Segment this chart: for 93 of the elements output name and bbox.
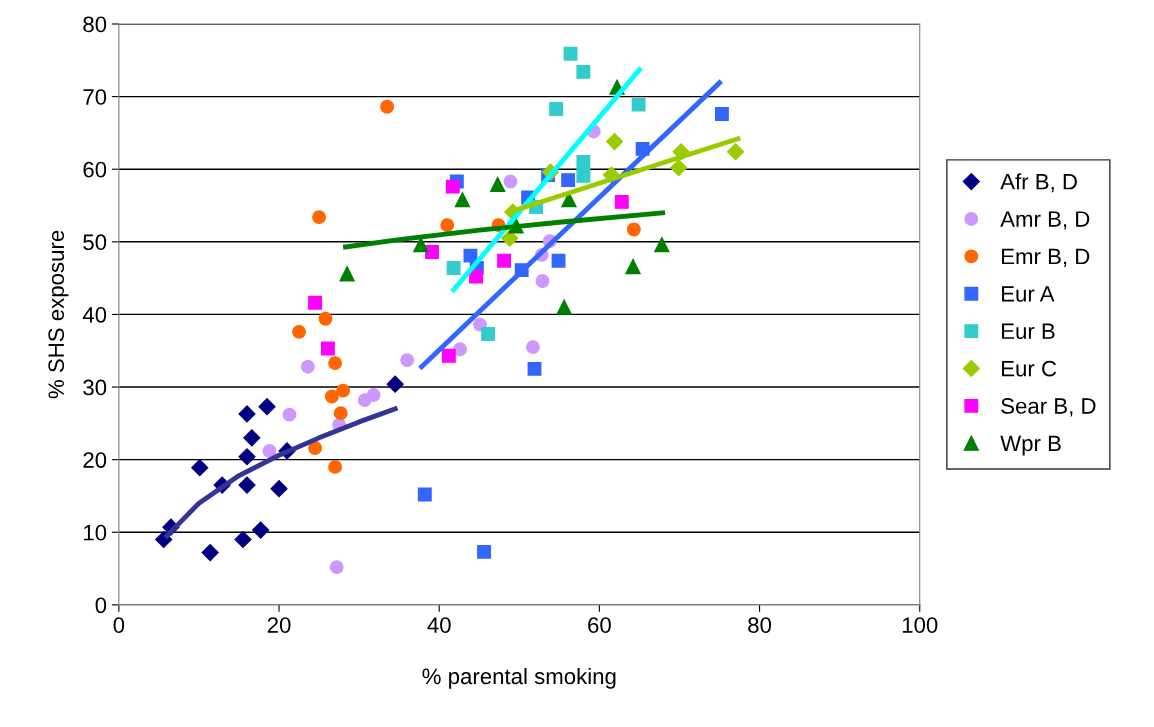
point: [336, 383, 351, 398]
y-tick-label: 10: [84, 524, 107, 541]
point: [238, 448, 256, 466]
point: [413, 237, 429, 253]
point: [312, 210, 327, 225]
legend-label: Afr B, D: [1000, 173, 1077, 193]
point: [556, 299, 572, 315]
x-tick-label: 20: [267, 617, 291, 633]
point: [425, 245, 439, 259]
legend-label: Eur A: [1002, 286, 1055, 302]
point: [614, 194, 629, 209]
point: [714, 107, 729, 121]
line-series: [343, 210, 666, 250]
point: [535, 274, 550, 288]
legend-label: Eur C: [1002, 360, 1057, 377]
point: [329, 560, 344, 575]
point: [262, 443, 277, 458]
point: [300, 359, 315, 374]
point: [243, 429, 261, 447]
y-tick-label: 30: [83, 379, 107, 396]
y-tick-label: 60: [83, 161, 107, 178]
point: [606, 133, 624, 151]
point: [308, 295, 323, 310]
y-tick-label: 40: [82, 306, 107, 323]
point: [238, 476, 256, 494]
y-tick-label: 0: [95, 597, 107, 614]
point: [292, 324, 307, 339]
legend-label: Eur B: [1002, 323, 1055, 340]
point: [282, 407, 297, 422]
point: [238, 405, 256, 423]
point: [477, 544, 492, 559]
point: [400, 353, 415, 368]
y-tick-label: 70: [83, 89, 107, 105]
point: [258, 398, 276, 416]
legend-label: Wpr B: [1000, 435, 1061, 456]
point: [576, 155, 591, 169]
point: [366, 388, 381, 402]
point: [490, 176, 506, 193]
point: [561, 192, 577, 208]
point: [527, 361, 542, 376]
x-axis-title: % parental smoking: [422, 667, 616, 689]
y-tick-label: 80: [83, 16, 107, 33]
point: [454, 192, 471, 208]
point: [525, 340, 540, 355]
y-tick-label: 50: [83, 234, 107, 251]
point: [654, 237, 670, 253]
point: [201, 544, 219, 562]
point: [308, 441, 323, 455]
point: [252, 521, 270, 539]
point: [626, 222, 641, 237]
point: [440, 218, 455, 233]
point: [576, 168, 591, 183]
point: [417, 487, 432, 502]
point: [625, 258, 641, 275]
point: [328, 459, 343, 474]
point: [234, 530, 252, 549]
point: [270, 480, 288, 498]
point: [501, 229, 519, 247]
point: [446, 261, 461, 275]
x-tick-label: 0: [113, 617, 125, 633]
point: [469, 269, 483, 284]
legend-label: Emr B, D: [1002, 248, 1090, 267]
point: [441, 348, 456, 363]
x-tick-label: 60: [588, 617, 611, 633]
point: [333, 406, 348, 421]
point: [320, 341, 335, 356]
point: [631, 97, 646, 112]
point: [191, 459, 209, 477]
point: [339, 266, 355, 282]
x-tick-label: 80: [748, 617, 772, 633]
point: [453, 342, 467, 357]
y-tick-label: 20: [83, 452, 107, 468]
point: [726, 143, 745, 161]
point: [328, 356, 343, 371]
point: [481, 327, 496, 341]
point: [670, 159, 688, 177]
point: [576, 64, 591, 79]
point: [503, 174, 518, 189]
point: [386, 375, 404, 393]
point: [551, 253, 566, 268]
x-tick-label: 40: [427, 617, 451, 633]
point: [445, 179, 460, 194]
point: [324, 389, 339, 404]
point: [549, 101, 564, 116]
point: [561, 173, 576, 188]
x-tick-label: 100: [902, 617, 938, 633]
legend-label: Sear B, D: [1001, 398, 1096, 417]
y-axis-title: % SHS exposure: [48, 230, 69, 399]
point: [380, 99, 395, 114]
point: [497, 253, 512, 268]
point: [563, 46, 578, 61]
legend-label: Amr B, D: [1000, 211, 1090, 230]
point: [318, 311, 333, 326]
